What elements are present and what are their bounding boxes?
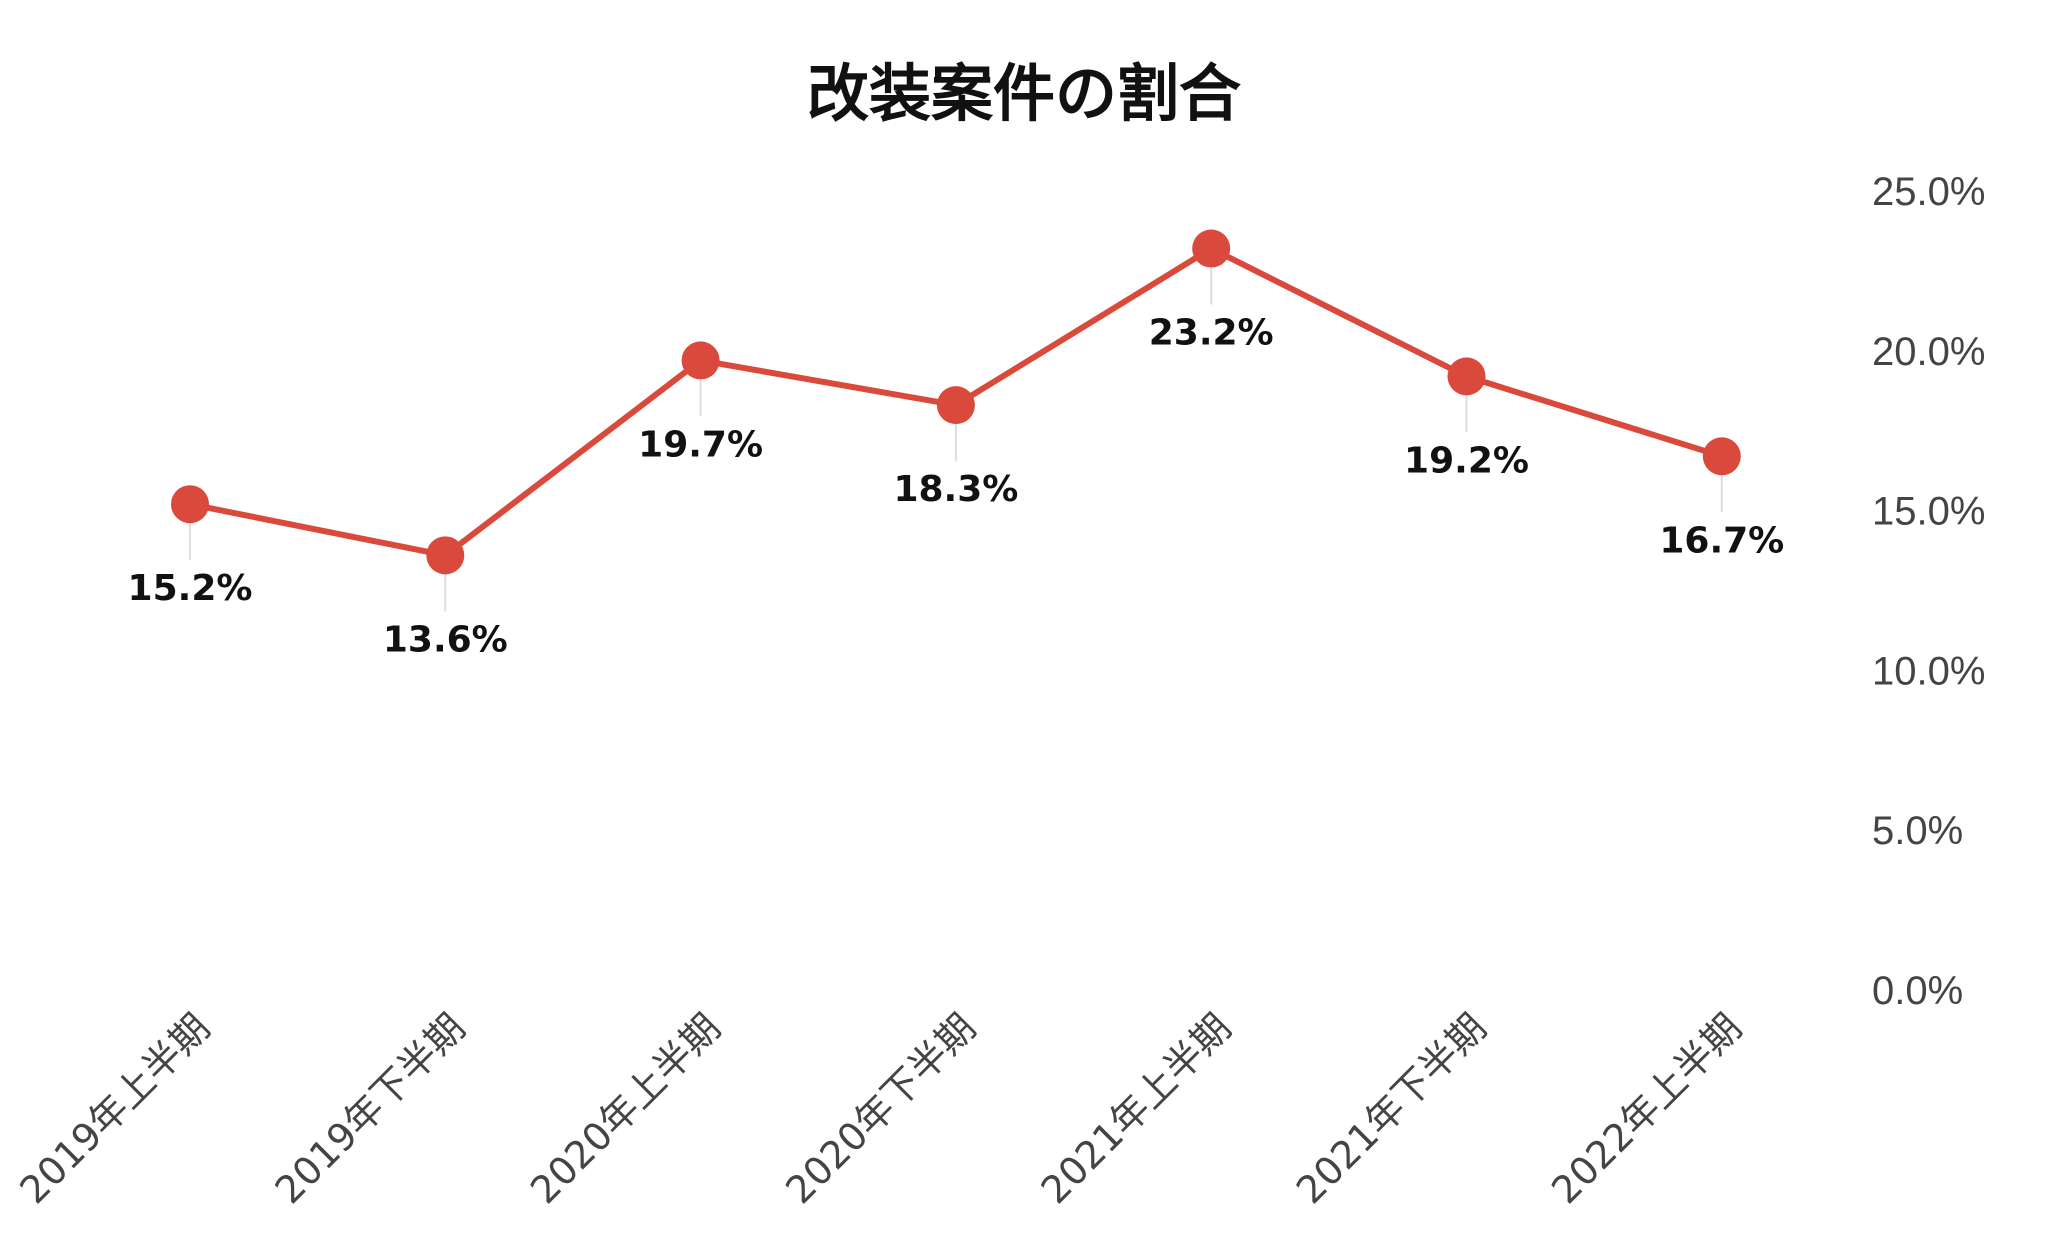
x-tick-label: 2022年上半期 <box>1543 1005 1750 1212</box>
x-tick-label: 2021年上半期 <box>1033 1005 1240 1212</box>
data-label: 18.3% <box>893 469 1018 510</box>
x-tick-label: 2019年上半期 <box>11 1005 218 1212</box>
data-point <box>681 341 720 380</box>
data-label-leaders <box>189 248 1723 612</box>
y-tick-label: 20.0% <box>1872 330 1985 374</box>
y-tick-label: 0.0% <box>1872 969 1963 1013</box>
data-point <box>1447 357 1486 396</box>
y-tick-label: 10.0% <box>1872 649 1985 693</box>
chart-title: 改装案件の割合 <box>807 57 1241 130</box>
data-point <box>1702 437 1741 476</box>
data-point <box>171 485 209 524</box>
x-tick-label: 2020年上半期 <box>522 1005 729 1212</box>
data-point <box>1192 229 1231 268</box>
data-labels: 15.2% 13.6% 19.7% 18.3% 23.2% 19.2% 16.7% <box>128 313 1785 661</box>
data-label: 19.7% <box>638 424 763 465</box>
data-label: 15.2% <box>128 568 253 609</box>
y-axis: 0.0% 5.0% 10.0% 15.0% 20.0% 25.0% <box>1872 170 1985 1013</box>
data-label: 16.7% <box>1659 520 1784 561</box>
x-tick-label: 2021年下半期 <box>1288 1005 1495 1212</box>
data-point <box>426 536 465 575</box>
data-label: 13.6% <box>383 619 508 660</box>
y-tick-label: 25.0% <box>1872 170 1985 214</box>
data-points <box>171 229 1741 575</box>
x-tick-label: 2019年下半期 <box>267 1005 474 1212</box>
data-label: 23.2% <box>1149 313 1274 354</box>
data-point <box>936 386 975 425</box>
x-tick-label: 2020年下半期 <box>777 1005 984 1212</box>
x-axis: 2019年上半期 2019年下半期 2020年上半期 2020年下半期 2021年上半期… <box>11 1005 1750 1212</box>
y-tick-label: 15.0% <box>1872 490 1985 534</box>
data-label: 19.2% <box>1404 440 1529 481</box>
y-tick-label: 5.0% <box>1872 809 1963 853</box>
